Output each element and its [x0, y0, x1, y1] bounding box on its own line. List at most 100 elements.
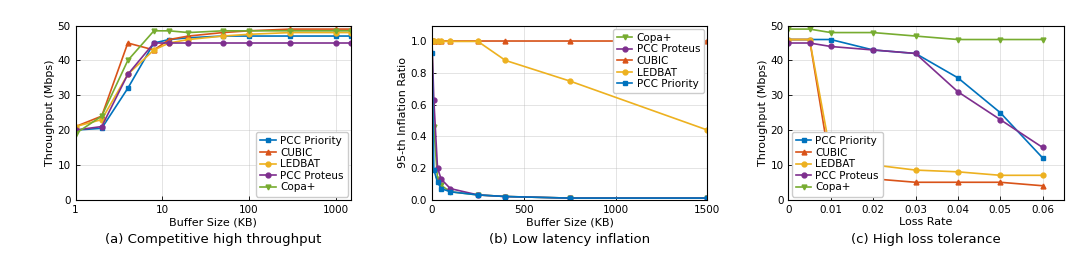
LEDBAT — [95, 118, 108, 121]
LEDBAT — [444, 40, 457, 43]
Copa+ — [181, 31, 194, 34]
PCC Priority — [444, 190, 457, 193]
CUBIC — [994, 181, 1007, 184]
PCC Priority — [564, 197, 577, 200]
Copa+ — [1036, 38, 1049, 41]
Text: (a) Competitive high throughput: (a) Competitive high throughput — [105, 233, 322, 246]
LEDBAT — [434, 40, 448, 43]
Copa+ — [426, 40, 438, 43]
Copa+ — [471, 193, 484, 196]
PCC Priority — [471, 193, 484, 196]
LEDBAT — [471, 40, 484, 43]
PCC Priority — [243, 35, 256, 38]
PCC Proteus — [564, 197, 577, 200]
PCC Priority — [804, 38, 816, 41]
Copa+ — [428, 125, 441, 129]
PCC Priority — [69, 129, 82, 132]
Line: CUBIC: CUBIC — [430, 39, 710, 44]
Copa+ — [701, 197, 714, 200]
LEDBAT — [866, 163, 879, 166]
PCC Priority — [434, 187, 448, 190]
PCC Proteus — [181, 41, 194, 45]
PCC Proteus — [431, 166, 444, 169]
PCC Priority — [428, 168, 441, 171]
Copa+ — [148, 29, 161, 32]
Line: CUBIC: CUBIC — [786, 37, 1045, 188]
CUBIC — [284, 28, 297, 31]
Copa+ — [345, 29, 357, 32]
PCC Priority — [284, 35, 297, 38]
LEDBAT — [431, 40, 444, 43]
Line: Copa+: Copa+ — [73, 28, 353, 136]
Copa+ — [564, 197, 577, 200]
CUBIC — [345, 28, 357, 31]
LEDBAT — [345, 31, 357, 34]
PCC Proteus — [909, 52, 922, 55]
Copa+ — [866, 31, 879, 34]
PCC Proteus — [428, 99, 441, 102]
PCC Proteus — [701, 197, 714, 200]
LEDBAT — [69, 125, 82, 128]
PCC Priority — [824, 38, 837, 41]
Line: CUBIC: CUBIC — [73, 27, 353, 129]
PCC Proteus — [95, 125, 108, 128]
PCC Priority — [345, 35, 357, 38]
Copa+ — [216, 29, 229, 32]
Line: PCC Proteus: PCC Proteus — [73, 41, 353, 132]
PCC Proteus — [499, 195, 512, 198]
PCC Proteus — [1036, 146, 1049, 149]
CUBIC — [782, 38, 795, 41]
PCC Proteus — [824, 45, 837, 48]
Copa+ — [95, 115, 108, 118]
PCC Proteus — [782, 41, 795, 45]
PCC Proteus — [69, 129, 82, 132]
X-axis label: Buffer Size (KB): Buffer Size (KB) — [526, 217, 613, 227]
PCC Proteus — [148, 41, 161, 45]
LEDBAT — [564, 79, 577, 82]
LEDBAT — [994, 174, 1007, 177]
PCC Priority — [181, 36, 194, 39]
Line: LEDBAT: LEDBAT — [786, 37, 1045, 178]
PCC Proteus — [163, 41, 176, 45]
CUBIC — [909, 181, 922, 184]
CUBIC — [243, 29, 256, 32]
Copa+ — [994, 38, 1007, 41]
PCC Priority — [121, 87, 134, 90]
Copa+ — [431, 178, 444, 181]
CUBIC — [434, 40, 448, 43]
LEDBAT — [1036, 174, 1049, 177]
LEDBAT — [701, 129, 714, 132]
Line: LEDBAT: LEDBAT — [430, 39, 710, 132]
PCC Proteus — [121, 73, 134, 76]
Copa+ — [824, 31, 837, 34]
Y-axis label: Throughput (Mbps): Throughput (Mbps) — [758, 59, 768, 166]
PCC Priority — [148, 41, 161, 45]
PCC Proteus — [216, 41, 229, 45]
CUBIC — [181, 35, 194, 38]
PCC Priority — [782, 38, 795, 41]
CUBIC — [163, 38, 176, 41]
CUBIC — [216, 31, 229, 34]
Copa+ — [69, 132, 82, 135]
PCC Proteus — [434, 178, 448, 181]
PCC Proteus — [329, 41, 342, 45]
Copa+ — [243, 29, 256, 32]
CUBIC — [329, 28, 342, 31]
Copa+ — [499, 195, 512, 198]
CUBIC — [951, 181, 964, 184]
CUBIC — [701, 40, 714, 43]
X-axis label: Loss Rate: Loss Rate — [900, 217, 953, 227]
LEDBAT — [951, 170, 964, 173]
PCC Priority — [909, 52, 922, 55]
LEDBAT — [216, 35, 229, 38]
CUBIC — [431, 40, 444, 43]
Line: PCC Priority: PCC Priority — [73, 34, 353, 132]
Text: (c) High loss tolerance: (c) High loss tolerance — [851, 233, 1001, 246]
PCC Priority — [951, 76, 964, 79]
Copa+ — [909, 35, 922, 38]
PCC Priority — [95, 127, 108, 130]
LEDBAT — [782, 38, 795, 41]
PCC Priority — [216, 35, 229, 38]
Legend: Copa+, PCC Proteus, CUBIC, LEDBAT, PCC Priority: Copa+, PCC Proteus, CUBIC, LEDBAT, PCC P… — [612, 29, 704, 93]
LEDBAT — [243, 33, 256, 36]
